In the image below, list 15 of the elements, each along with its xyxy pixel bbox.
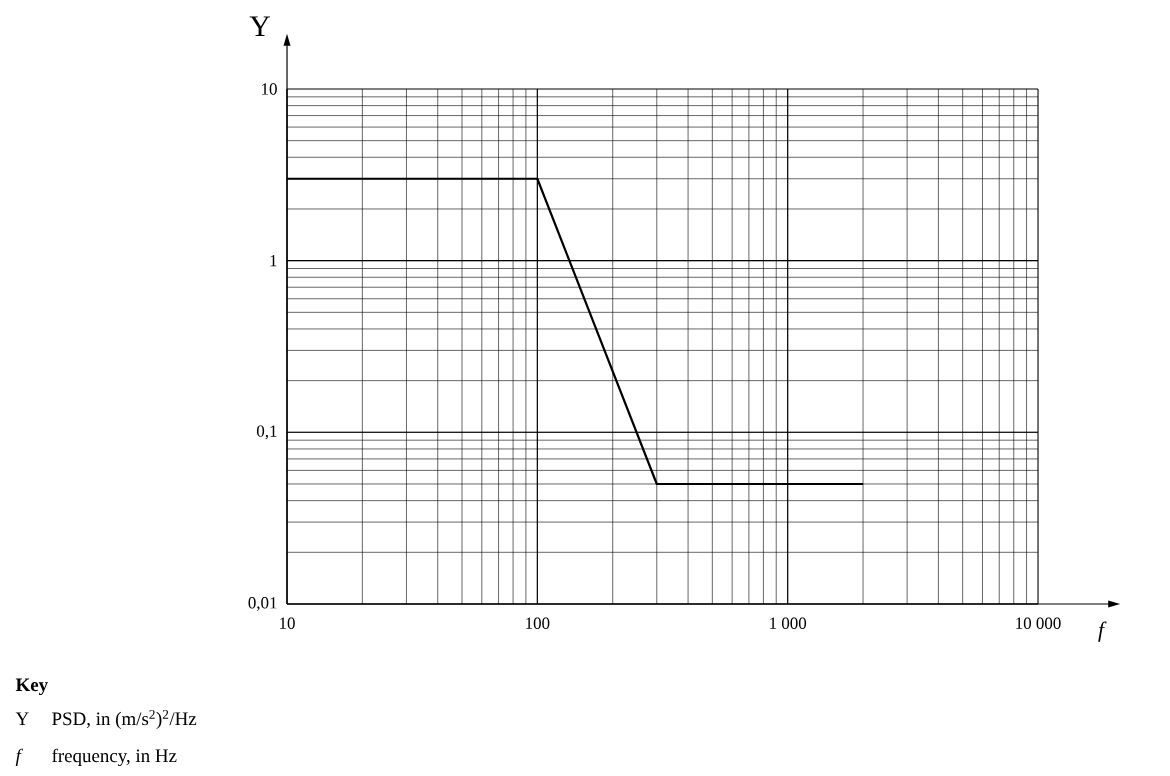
x-tick-label: 10 bbox=[280, 617, 295, 629]
y-tick-label: 1 bbox=[270, 255, 277, 267]
y-tick-label: 0,1 bbox=[256, 425, 277, 440]
y-axis-title: Y bbox=[249, 16, 271, 36]
x-axis-title: f bbox=[1098, 621, 1107, 642]
text: f bbox=[15, 748, 23, 767]
x-tick-label: 100 bbox=[526, 617, 550, 629]
y-tick-label: 10 bbox=[262, 83, 277, 95]
x-tick-label: 10 000 bbox=[1016, 617, 1061, 629]
x-tick-label: 1 000 bbox=[770, 617, 807, 629]
text: frequency, in Hz bbox=[52, 748, 177, 767]
text: PSD, in (m/s$^{2}$)$^{2}$/Hz bbox=[52, 709, 197, 730]
text: Key bbox=[15, 678, 48, 696]
y-tick-label: 0,01 bbox=[248, 597, 277, 611]
text: Y bbox=[15, 712, 29, 725]
